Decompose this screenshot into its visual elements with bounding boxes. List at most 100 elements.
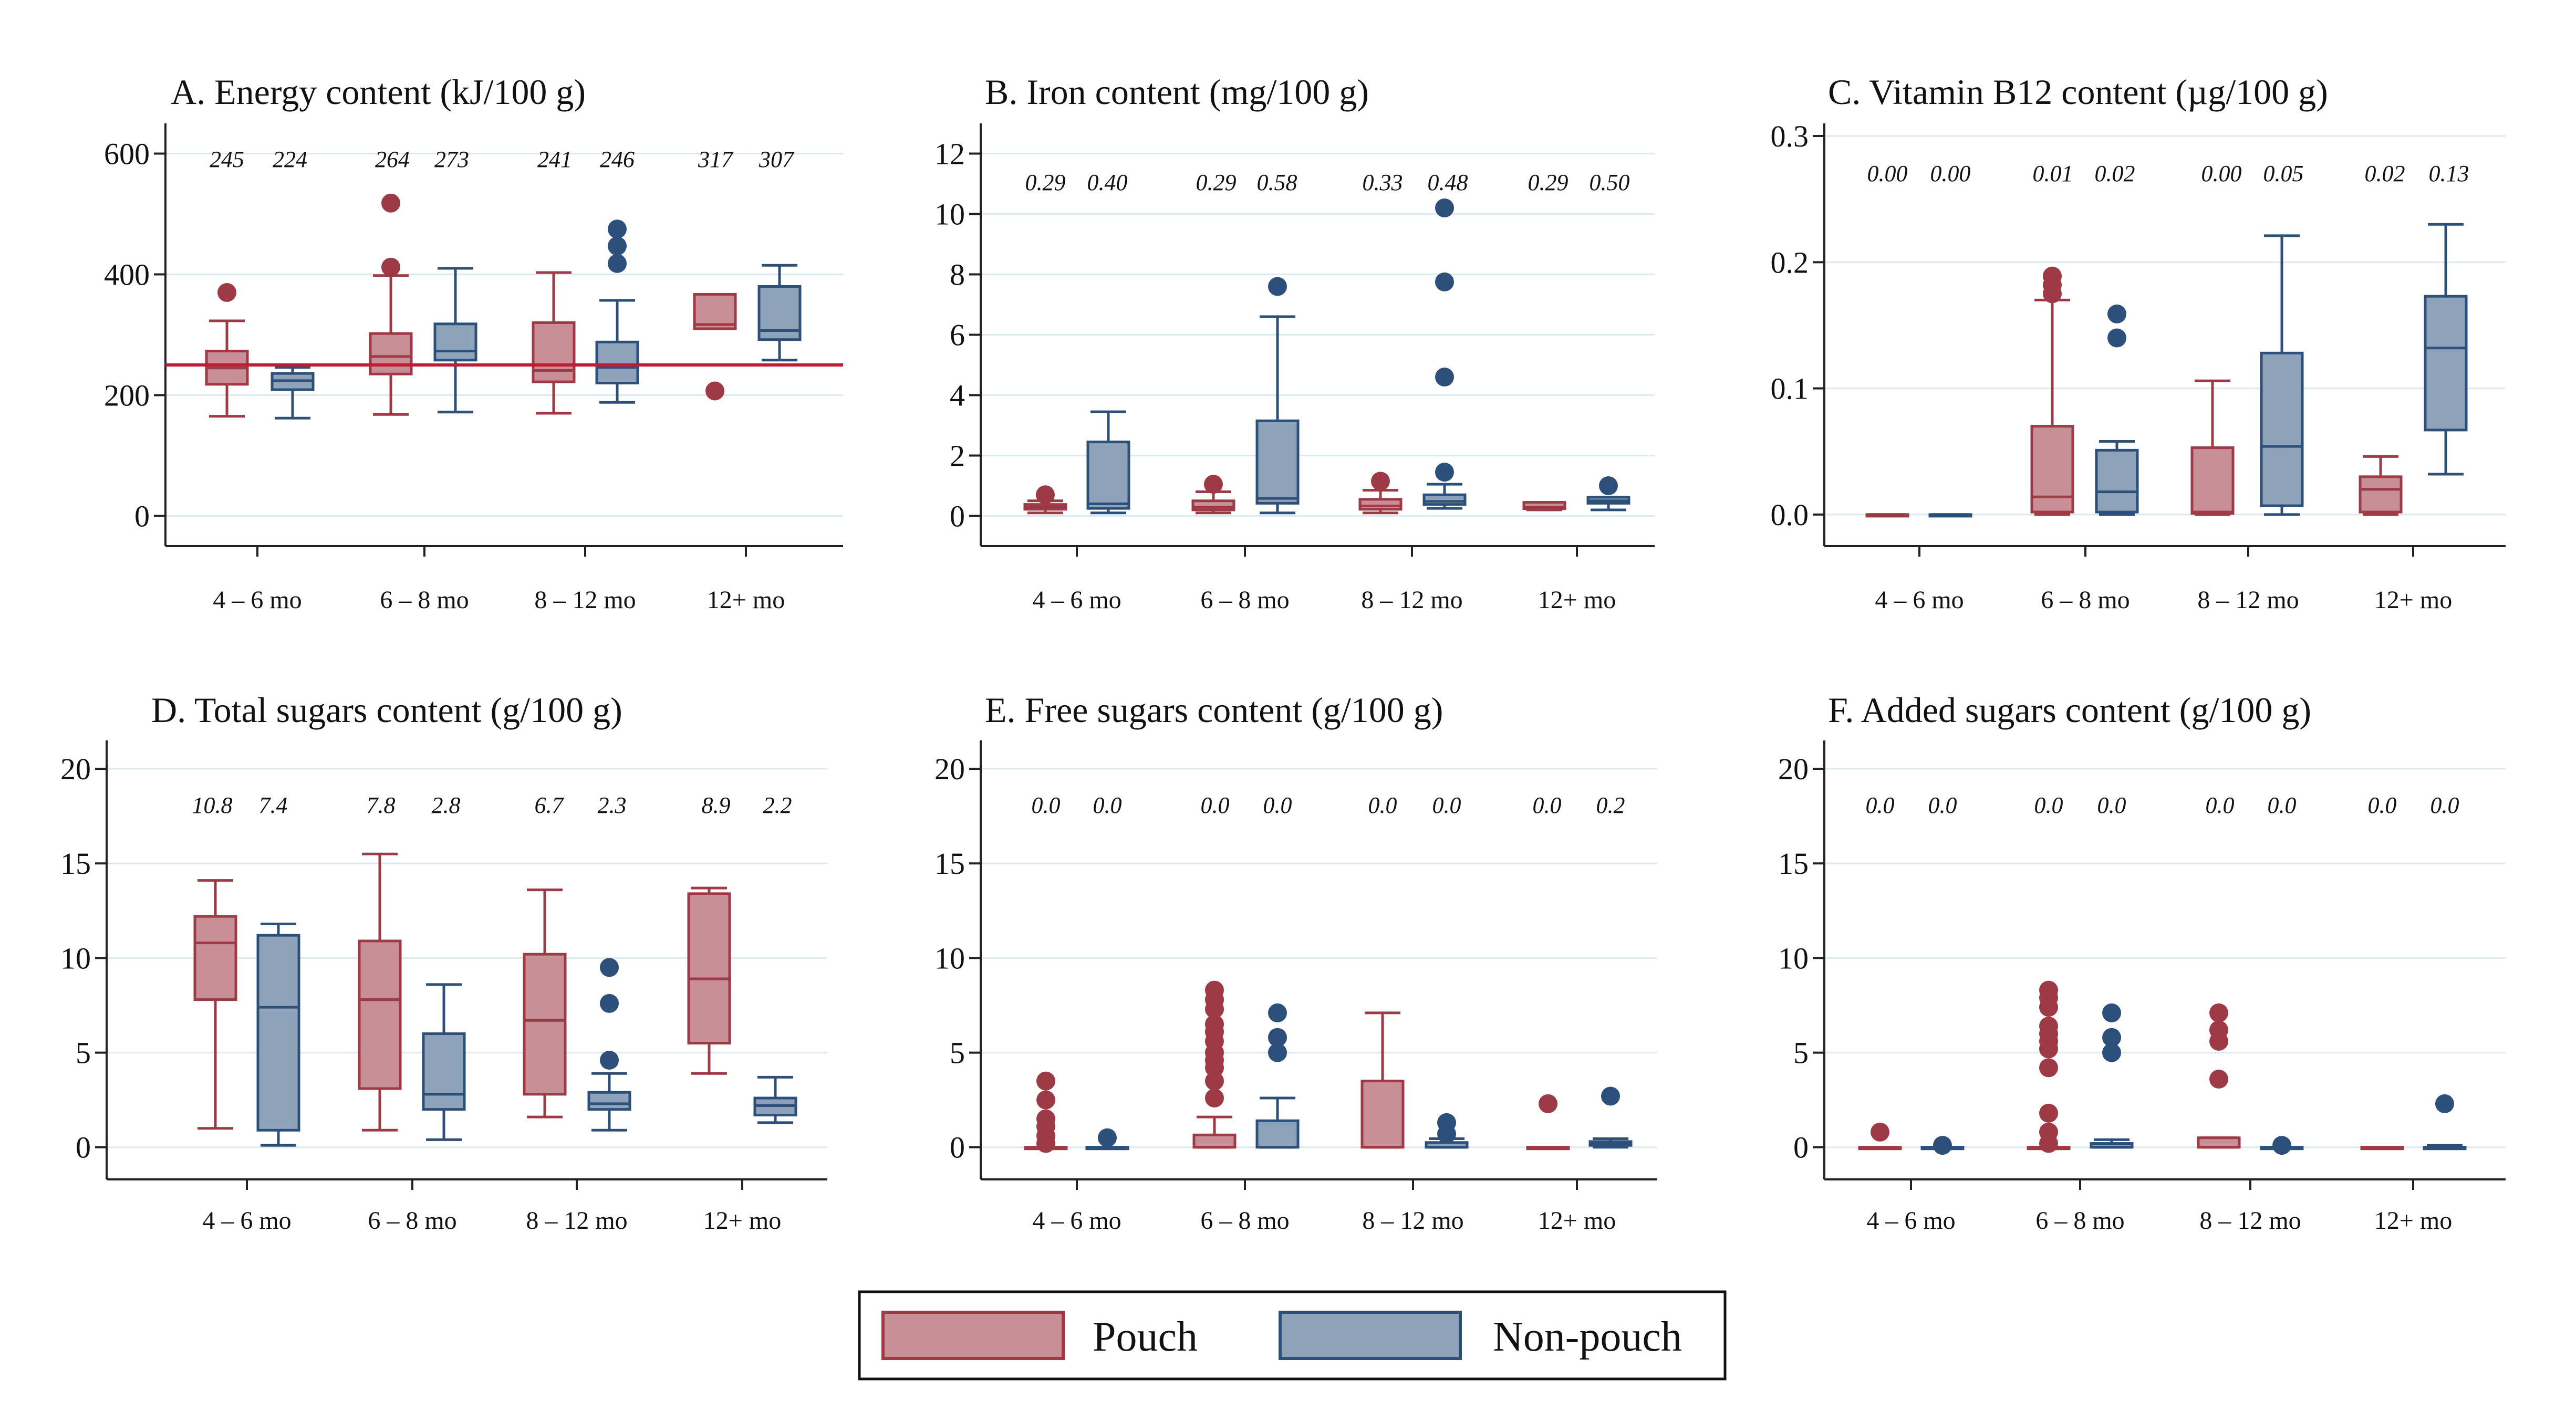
y-tick-label: 0 <box>950 1131 965 1165</box>
y-tick-label: 10 <box>934 941 965 975</box>
median-label: 0.13 <box>2429 161 2469 186</box>
x-tick-label: 6 – 8 mo <box>368 1207 456 1235</box>
y-tick-label: 600 <box>104 137 150 171</box>
box-pouch-4 <box>1522 501 1566 511</box>
y-tick-label: 0.2 <box>1771 245 1809 279</box>
chart-panel-b: B. Iron content (mg/100 g) 0 2 4 6 8 10 12 4 – 6… <box>934 72 1655 614</box>
box-pouch-4 <box>2360 1146 2404 1151</box>
median-label: 2.8 <box>432 792 461 818</box>
median-label: 0.01 <box>2033 161 2073 186</box>
box-iqr <box>1360 1080 1405 1149</box>
chart-panel-a: A. Energy content (kJ/100 g) 0 200 400 600 4 … <box>104 72 843 614</box>
outlier-point <box>1599 476 1618 495</box>
y-tick-label: 10 <box>934 197 965 232</box>
box-nonpouch-4 <box>753 1075 797 1124</box>
x-tick-label: 6 – 8 mo <box>1200 586 1289 614</box>
median-label: 0.0 <box>1533 792 1562 818</box>
box-iqr <box>523 953 567 1096</box>
x-tick-label: 12+ mo <box>1538 1207 1616 1235</box>
y-tick-label: 20 <box>1778 752 1809 786</box>
x-tick-label: 6 – 8 mo <box>1200 1207 1289 1235</box>
median-label: 0.0 <box>2206 792 2235 818</box>
outlier-point <box>1435 272 1454 291</box>
box-iqr <box>2030 425 2074 514</box>
outlier-point <box>1205 980 1224 1000</box>
box-nonpouch-3 <box>1425 1113 1469 1149</box>
box-iqr <box>256 934 300 1132</box>
y-tick-label: 15 <box>1778 846 1809 881</box>
box-iqr <box>2424 295 2468 432</box>
box-iqr <box>532 321 576 383</box>
median-label: 0.0 <box>2268 792 2297 818</box>
box-nonpouch-4 <box>757 264 802 362</box>
median-label: 0.48 <box>1428 170 1468 195</box>
x-tick-label: 12+ mo <box>2374 586 2452 614</box>
median-label: 7.4 <box>259 792 288 818</box>
box-iqr <box>1086 441 1130 510</box>
outlier-point <box>1268 1043 1287 1062</box>
y-tick-label: 0 <box>134 499 150 534</box>
box-iqr <box>433 322 477 362</box>
outlier-point <box>2107 304 2126 323</box>
median-label: 0.2 <box>1596 792 1625 818</box>
y-tick-label: 0 <box>76 1131 91 1165</box>
chart-panel-e: E. Free sugars content (g/100 g) 0 5 10 15 20… <box>934 690 1657 1235</box>
box-iqr <box>1192 1133 1237 1149</box>
x-tick-label: 4 – 6 mo <box>202 1207 291 1235</box>
median-label: 0.05 <box>2263 161 2304 186</box>
median-label: 224 <box>273 147 307 172</box>
box-pouch-1 <box>1024 1071 1068 1153</box>
outlier-point <box>1268 1028 1287 1047</box>
box-nonpouch-1 <box>1920 1136 1965 1155</box>
box-iqr <box>358 939 402 1090</box>
x-tick-label: 8 – 12 mo <box>2199 1207 2301 1235</box>
x-tick-label: 4 – 6 mo <box>213 586 302 614</box>
median-label: 0.00 <box>1867 161 1908 186</box>
outlier-point <box>1435 463 1454 482</box>
box-iqr <box>1191 499 1235 511</box>
median-label: 241 <box>537 147 572 172</box>
y-tick-label: 8 <box>950 258 965 292</box>
chart-panel-c: C. Vitamin B12 content (µg/100 g) 0.0 0.1 0… <box>1771 72 2506 614</box>
box-iqr <box>687 892 731 1045</box>
x-tick-label: 8 – 12 mo <box>534 586 636 614</box>
outlier-point <box>1205 1089 1224 1108</box>
median-label: 0.0 <box>1928 792 1957 818</box>
outlier-point <box>2272 1136 2291 1155</box>
x-tick-label: 12+ mo <box>703 1207 781 1235</box>
median-label: 0.0 <box>1032 792 1061 818</box>
box-pouch-3 <box>2190 379 2235 516</box>
outlier-point <box>1204 475 1223 494</box>
box-pouch-2 <box>1192 980 1237 1149</box>
box-pouch-1 <box>193 879 237 1130</box>
median-label: 0.00 <box>2201 161 2242 186</box>
outlier-point <box>608 219 627 239</box>
box-nonpouch-3 <box>587 958 631 1132</box>
box-iqr <box>1255 419 1300 505</box>
median-label: 0.0 <box>1368 792 1397 818</box>
x-tick-label: 4 – 6 mo <box>1032 586 1121 614</box>
y-tick-label: 400 <box>104 258 150 292</box>
median-label: 6.7 <box>535 792 565 818</box>
median-label: 0.02 <box>2365 161 2405 186</box>
chart-title: B. Iron content (mg/100 g) <box>985 72 1369 112</box>
outlier-point <box>1268 277 1287 296</box>
panels: A. Energy content (kJ/100 g)02004006004 … <box>60 72 2506 1235</box>
median-label: 0.0 <box>1432 792 1461 818</box>
box-iqr <box>2197 1136 2241 1149</box>
median-label: 0.29 <box>1528 170 1569 195</box>
legend-label-nonpouch: Non-pouch <box>1493 1314 1682 1360</box>
chart-title: F. Added sugars content (g/100 g) <box>1828 690 2311 730</box>
y-tick-label: 20 <box>934 752 965 786</box>
outlier-point <box>2209 1070 2228 1089</box>
x-tick-label: 6 – 8 mo <box>2041 586 2130 614</box>
box-iqr <box>693 292 737 330</box>
median-label: 0.0 <box>1263 792 1292 818</box>
box-nonpouch-1 <box>1085 1128 1129 1151</box>
box-pouch-1 <box>205 283 249 418</box>
outlier-point <box>705 381 724 401</box>
outlier-point <box>2039 1122 2058 1142</box>
box-nonpouch-1 <box>256 923 300 1147</box>
outlier-point <box>1435 198 1454 217</box>
